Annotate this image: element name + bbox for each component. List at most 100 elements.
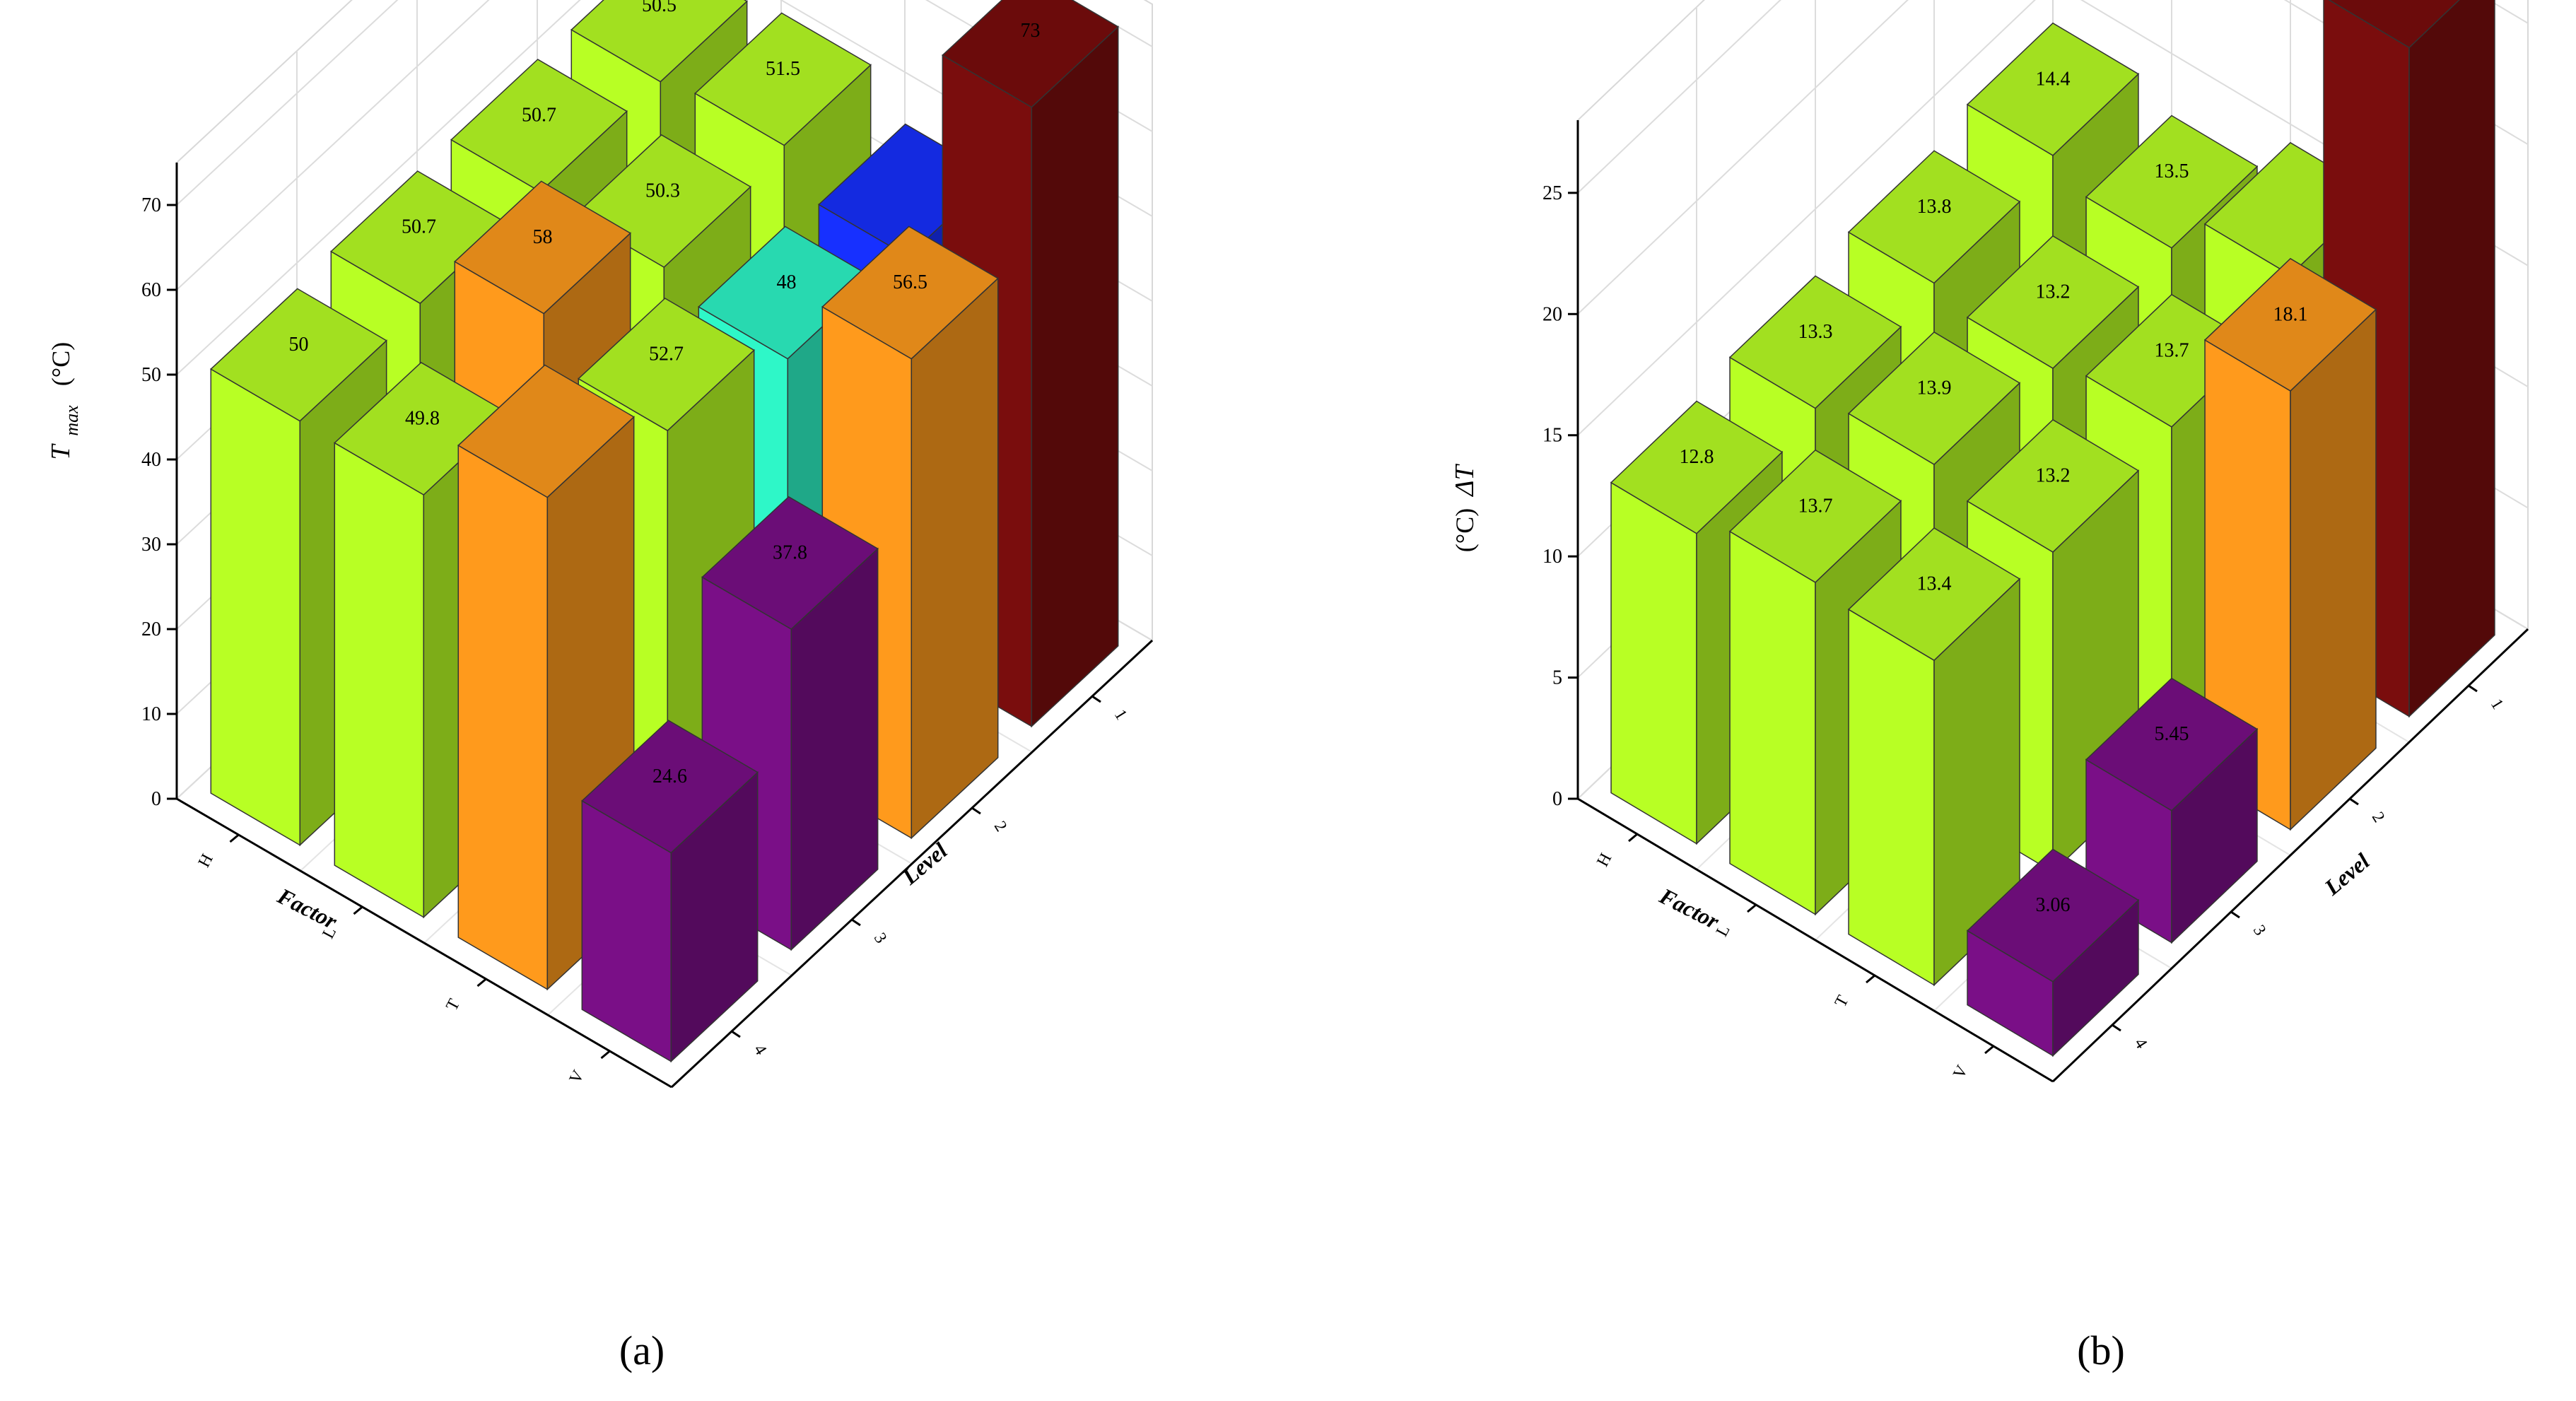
bar-top-face — [2085, 677, 2259, 811]
bar-T-4 — [1847, 527, 2021, 987]
level-tick — [731, 1030, 741, 1038]
factor-tick — [229, 833, 240, 843]
chart-a-ylabel-sub: max — [62, 405, 82, 436]
y-tick-label: 0 — [1552, 788, 1562, 810]
bar-value-label: 56.5 — [893, 271, 927, 293]
gridline — [176, 0, 1153, 206]
bar-value-label: 13.4 — [1917, 573, 1952, 595]
level-axis — [2051, 628, 2529, 1083]
level-tick-label: 2 — [990, 818, 1010, 835]
level-tick-label: 1 — [1111, 706, 1130, 723]
bar-value-label: 58 — [533, 226, 553, 248]
bar-top-face — [821, 225, 999, 360]
bar-top-face — [1966, 235, 2140, 369]
chart-b-ylabel-unit: (°C) — [1451, 508, 1479, 552]
chart-b-ylabel-symbol: ΔT — [1450, 463, 1480, 497]
bar-value-label: 50 — [289, 334, 309, 356]
bar-front-face — [1610, 481, 1697, 845]
bar-top-face — [570, 0, 748, 83]
bar-value-label: 13.5 — [2155, 160, 2189, 182]
chart-a-ylabel-symbol: T — [46, 443, 76, 460]
bar-top-face — [2203, 257, 2377, 392]
gridline — [1577, 0, 2529, 194]
bar-value-label: 13.3 — [1798, 321, 1833, 343]
bar-value-label: 13.8 — [1917, 196, 1952, 218]
level-tick — [2230, 910, 2240, 919]
y-tick-label: 40 — [141, 449, 161, 471]
bar-V-4 — [1966, 848, 2140, 1057]
factor-axis — [1577, 797, 2054, 1083]
chart-b-zlabel: Level — [2319, 848, 2374, 901]
bar-value-label: 50.7 — [522, 105, 556, 127]
bar-top-face — [1728, 275, 1902, 409]
factor-tick — [1866, 974, 1875, 984]
chart-panel-a: 0 10 20 30 40 50 60 70 H L T V 1 2 3 4 50.5 51.5 73 50.7 50… — [0, 0, 1288, 1397]
bar-top-face — [578, 298, 755, 432]
chart-a-data-labels: 50.5 51.5 73 50.7 50.3 48 56.5 50.7 58 52.7 37.8 50… — [289, 0, 1041, 787]
bar-value-label: 49.8 — [405, 407, 440, 429]
level-tick — [2349, 797, 2359, 806]
factor-tick-label: H — [1593, 850, 1615, 870]
level-tick — [971, 807, 981, 815]
chart-a-xlabel: Factor — [273, 883, 341, 934]
factor-tick — [1628, 833, 1638, 843]
bar-front-face — [457, 444, 549, 990]
y-tick-label: 50 — [141, 364, 161, 386]
bar-side-face — [2408, 0, 2495, 718]
chart-b-bars — [1610, 0, 2495, 1057]
factor-tick-label: V — [566, 1067, 588, 1086]
factor-tick-label: V — [1950, 1062, 1972, 1081]
level-tick — [851, 918, 861, 927]
bar-top-face — [1728, 449, 1902, 583]
bar-side-face — [2290, 308, 2377, 831]
factor-tick-label: T — [443, 996, 464, 1014]
bar-value-label: 52.7 — [649, 344, 684, 365]
bar-value-label: 50.5 — [642, 0, 677, 16]
bar-top-face — [581, 720, 759, 854]
bar-top-face — [454, 180, 631, 315]
bar-front-face — [334, 442, 425, 918]
bar-front-face — [1848, 608, 1935, 986]
level-tick — [2468, 684, 2478, 693]
chart-a-zlabel: Level — [896, 838, 952, 890]
bar-top-face — [1966, 22, 2140, 156]
y-tick-label: 25 — [1542, 182, 1562, 204]
bar-value-label: 37.8 — [773, 541, 807, 563]
bar-top-face — [450, 59, 628, 193]
bar-top-face — [210, 288, 387, 422]
bar-V-2 — [2203, 257, 2377, 831]
chart-b-panel-label: (b) — [2077, 1327, 2125, 1373]
bar-T-4 — [457, 364, 635, 991]
bar-top-face — [1847, 331, 2021, 465]
bar-top-face — [457, 364, 635, 498]
y-tick-label: 0 — [151, 788, 161, 810]
level-tick-label: 1 — [2487, 696, 2507, 713]
bar-front-face — [210, 368, 301, 846]
bar-top-face — [2085, 115, 2259, 249]
factor-tick — [1984, 1045, 1994, 1055]
factor-tick — [476, 978, 487, 987]
bar-top-face — [1966, 418, 2140, 553]
bar-value-label: 5.45 — [2155, 723, 2189, 745]
chart-a-ylabel-unit: (°C) — [47, 342, 75, 386]
bar-V-4 — [581, 720, 759, 1063]
bar-top-face — [942, 0, 1119, 108]
y-tick-label: 15 — [1542, 425, 1562, 447]
y-tick-label: 20 — [1542, 303, 1562, 325]
bar-top-face — [2328, 0, 2460, 49]
chart-b-xlabel: Factor — [1655, 883, 1723, 934]
y-tick-label: 70 — [141, 194, 161, 216]
bar-top-face — [1847, 527, 2021, 662]
bar-top-face — [1847, 150, 2021, 284]
y-tick-label: 10 — [1542, 546, 1562, 568]
chart-b-data-labels: 14.413.527.613.813.213.718.113.313.913.2… — [1680, 68, 2308, 916]
chart-a-panel-label: (a) — [619, 1327, 665, 1373]
factor-tick — [353, 905, 363, 915]
level-tick — [2112, 1024, 2121, 1032]
bar-value-label: 18.1 — [2273, 303, 2308, 325]
factor-axis — [176, 797, 672, 1089]
